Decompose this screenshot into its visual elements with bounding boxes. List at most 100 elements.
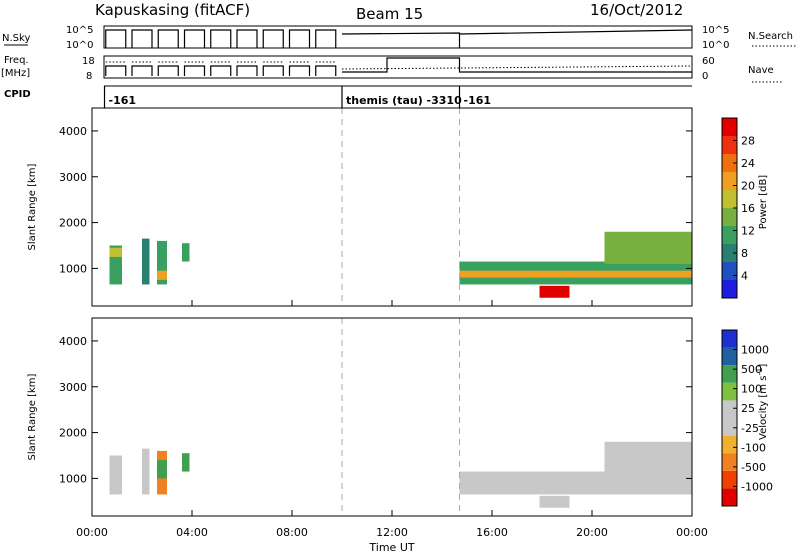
nsky-panel: N.Sky 10^5 10^0 10^5 10^0 N.Search [2, 25, 796, 51]
velocity-colorbar-label: Velocity [m s-1] [755, 364, 769, 440]
freq-label: Freq. [4, 55, 29, 66]
power-cell [157, 270, 167, 280]
velocity-label-main: Velocity [m s [758, 376, 769, 440]
velocity-colorbar-swatch [722, 400, 737, 418]
power-cell [539, 285, 570, 298]
power-cell [604, 231, 692, 264]
cpid-segments: -161 themis (tau) -3310 -161 [103, 86, 492, 108]
power-colorbar-swatch [722, 226, 737, 244]
velocity-ylabel: Slant Range [km] [27, 373, 38, 460]
power-cell [109, 247, 122, 257]
power-colorbar-swatch [722, 190, 737, 208]
velocity-cell [109, 455, 122, 495]
velocity-label-close: ] [758, 364, 769, 368]
power-colorbar-swatch [722, 118, 737, 136]
xtick-label: 00:00 [676, 526, 708, 539]
date-title: 16/Oct/2012 [590, 1, 683, 19]
nsearch-label: N.Search [748, 31, 793, 42]
cpid-segment-label: themis (tau) -3310 [346, 94, 462, 107]
velocity-colorbar-tick-label: -500 [741, 461, 766, 474]
power-ytick-label: 3000 [59, 171, 87, 184]
velocity-cell [604, 441, 692, 474]
freq-unit-label: [MHz] [1, 68, 30, 79]
freq-panel: Freq. [MHz] 18 8 60 0 Nave [1, 55, 782, 83]
power-ylabel: Slant Range [km] [27, 163, 38, 250]
velocity-ytick-label: 4000 [59, 335, 87, 348]
power-cell [142, 238, 150, 285]
velocity-colorbar-tick-label: -1000 [741, 480, 773, 493]
time-axis: 00:00 04:00 08:00 12:00 16:00 20:00 00:00 [76, 300, 708, 539]
velocity-colorbar-tick-label: -100 [741, 441, 766, 454]
power-colorbar-swatch [722, 262, 737, 280]
xtick-label: 12:00 [376, 526, 408, 539]
velocity-colorbar-frame [721, 329, 738, 507]
velocity-colorbar-swatch [722, 418, 737, 436]
nsky-frame [103, 25, 693, 49]
velocity-colorbar-swatch [722, 330, 737, 348]
freq-tick-max: 18 [82, 56, 95, 67]
velocity-heatmap [109, 441, 692, 508]
velocity-colorbar-swatch [722, 435, 737, 454]
power-colorbar-swatch [722, 208, 737, 226]
velocity-colorbar: 1000 500 100 25 -25 -100 -500 -1000 [721, 329, 773, 507]
station-title: Kapuskasing (fitACF) [95, 1, 250, 19]
nave-tick-min: 0 [702, 71, 708, 82]
freq-trace [105, 57, 692, 76]
velocity-colorbar-swatch [722, 382, 737, 401]
nave-tick-max: 60 [702, 56, 715, 67]
velocity-label-exp: -1 [755, 368, 764, 376]
xtick-label: 04:00 [176, 526, 208, 539]
freq-tick-min: 8 [86, 71, 92, 82]
cpid-row: CPID -161 themis (tau) -3310 -161 [4, 85, 692, 108]
velocity-colorbar-tick-label: 25 [741, 402, 755, 415]
velocity-colorbar-tick-label: 1000 [741, 344, 769, 357]
power-colorbar-tick-label: 8 [741, 247, 748, 260]
nave-label: Nave [748, 65, 774, 76]
power-colorbar-tick-label: 12 [741, 225, 755, 238]
power-colorbar-tick-label: 28 [741, 135, 755, 148]
power-cell [459, 270, 692, 278]
xtick-label: 20:00 [576, 526, 608, 539]
xtick-label: 08:00 [276, 526, 308, 539]
time-axis-label: Time UT [368, 541, 414, 554]
power-colorbar: 4 8 12 16 20 24 28 [721, 117, 755, 299]
power-colorbar-swatch [722, 172, 737, 190]
cpid-segment-label: -161 [464, 94, 492, 107]
nsearch-tick-max: 10^5 [702, 25, 729, 36]
cpid-segment-label: -161 [109, 94, 137, 107]
power-ytick-label: 2000 [59, 217, 87, 230]
nsky-tick-min: 10^0 [66, 40, 93, 51]
velocity-colorbar-tick-label: 100 [741, 383, 762, 396]
xtick-label: 00:00 [76, 526, 108, 539]
velocity-ytick-label: 2000 [59, 427, 87, 440]
velocity-cell [182, 453, 190, 472]
velocity-panel: 1000 2000 3000 4000 Slant Range [km] 1000 50… [27, 317, 773, 517]
velocity-cell [157, 460, 167, 479]
velocity-cell [142, 448, 150, 495]
power-colorbar-tick-label: 20 [741, 180, 755, 193]
power-panel: 1000 2000 3000 4000 Slant Range [km] 4 8 12 16… [27, 107, 769, 307]
velocity-colorbar-tick-label: -25 [741, 422, 759, 435]
power-heatmap [109, 231, 692, 298]
nsearch-tick-min: 10^0 [702, 40, 729, 51]
power-cell [157, 240, 167, 285]
velocity-ytick-label: 3000 [59, 381, 87, 394]
power-ytick-label: 4000 [59, 125, 87, 138]
velocity-ytick-label: 1000 [59, 472, 87, 485]
velocity-colorbar-swatch [722, 365, 737, 383]
power-colorbar-swatch [722, 136, 737, 154]
power-colorbar-label: Power [dB] [758, 175, 769, 230]
power-colorbar-swatch [722, 154, 737, 172]
beam-title: Beam 15 [356, 5, 423, 23]
velocity-dashed-lines [341, 318, 460, 516]
velocity-cell [539, 495, 570, 508]
velocity-colorbar-swatch [722, 347, 737, 366]
xtick-label: 16:00 [476, 526, 508, 539]
velocity-colorbar-swatch [722, 488, 737, 506]
power-y-axis: 1000 2000 3000 4000 [59, 125, 692, 275]
power-dashed-lines [341, 108, 460, 306]
power-colorbar-tick-label: 16 [741, 202, 755, 215]
velocity-colorbar-swatch [722, 470, 737, 489]
